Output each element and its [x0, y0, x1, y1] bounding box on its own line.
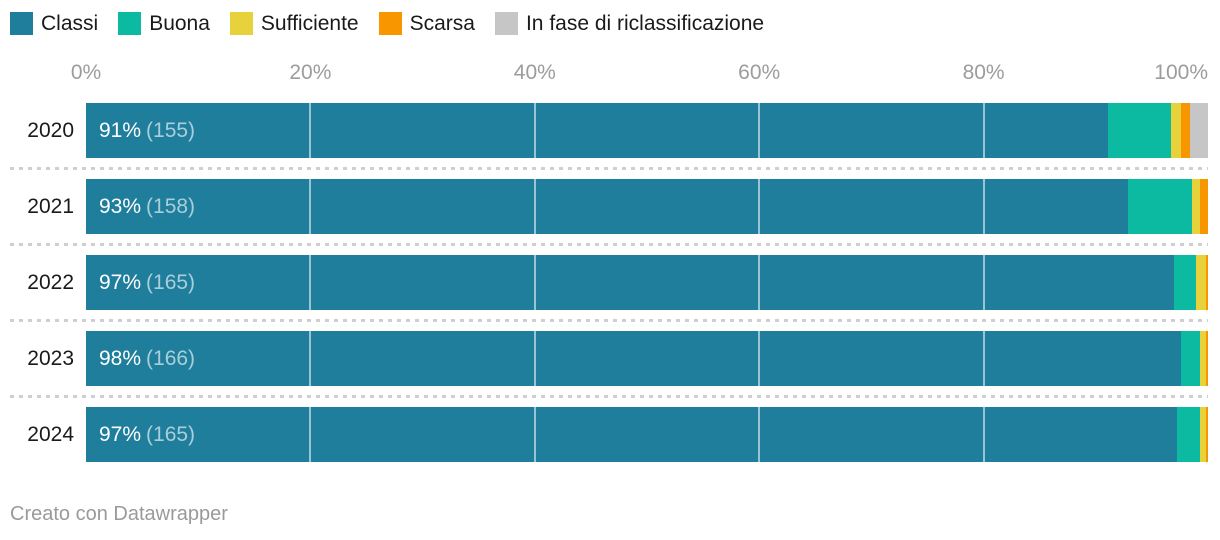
bar-segment-buona-2021[interactable]: [1128, 179, 1193, 234]
legend-item-classi: Classi: [10, 12, 98, 35]
legend-swatch-sufficiente: [229, 12, 253, 35]
legend-label: Scarsa: [409, 12, 475, 35]
bar-segment-buona-2022[interactable]: [1174, 255, 1196, 310]
bar-segment-scarsa-2024[interactable]: [1205, 407, 1208, 462]
bar-segment-scarsa-2023[interactable]: [1205, 331, 1208, 386]
legend-label: Buona: [149, 12, 210, 35]
bar-row-2023: 98% (166): [86, 331, 1208, 386]
bar-segment-classi-2022[interactable]: [86, 255, 1175, 310]
year-label-2022: 2022: [27, 271, 74, 294]
year-label-2024: 2024: [27, 423, 74, 446]
legend-swatch-in-fase-di-riclassificazione: [494, 12, 518, 35]
bar-segment-sufficiente-2020[interactable]: [1170, 103, 1182, 158]
bar-segment-scarsa-2022[interactable]: [1205, 255, 1208, 310]
bar-row-2024: 97% (165): [86, 407, 1208, 462]
bar-segment-buona-2024[interactable]: [1176, 407, 1201, 462]
axis-tick-20: 20%: [289, 61, 332, 84]
legend-item-in-fase-di-riclassificazione: In fase di riclassificazione: [494, 12, 765, 35]
bar-segment-scarsa-2020[interactable]: [1181, 103, 1191, 158]
bar-segment-classi-2021[interactable]: [86, 179, 1129, 234]
axis-tick-40: 40%: [513, 61, 556, 84]
axis-tick-80: 80%: [962, 61, 1005, 84]
legend-item-scarsa: Scarsa: [378, 12, 475, 35]
datawrapper-credit-link[interactable]: Creato con Datawrapper: [10, 503, 228, 525]
axis-tick-60: 60%: [738, 61, 781, 84]
axis-tick-0: 0%: [70, 61, 102, 84]
row-separator: [10, 243, 1208, 246]
bar-row-2021: 93% (158): [86, 179, 1208, 234]
bar-segment-buona-2020[interactable]: [1108, 103, 1171, 158]
legend-label: Sufficiente: [260, 12, 359, 35]
bar-segment-in-fase-di-riclassificazione-2020[interactable]: [1190, 103, 1208, 158]
year-label-2021: 2021: [27, 195, 74, 218]
legend-label: Classi: [41, 12, 99, 35]
bar-segment-sufficiente-2023[interactable]: [1200, 331, 1206, 386]
legend-item-sufficiente: Sufficiente: [229, 12, 359, 35]
bar-segment-sufficiente-2022[interactable]: [1195, 255, 1206, 310]
row-separator: [10, 167, 1208, 170]
row-separator: [10, 319, 1208, 322]
legend-item-buona: Buona: [118, 12, 210, 35]
bar-segment-classi-2020[interactable]: [86, 103, 1109, 158]
bar-segment-scarsa-2021[interactable]: [1200, 179, 1208, 234]
bar-segment-buona-2023[interactable]: [1181, 331, 1201, 386]
row-separator: [10, 395, 1208, 398]
legend-swatch-buona: [118, 12, 142, 35]
legend-swatch-scarsa: [378, 12, 402, 35]
bar-segment-classi-2024[interactable]: [86, 407, 1177, 462]
bar-row-2022: 97% (165): [86, 255, 1208, 310]
legend-label: In fase di riclassificazione: [525, 12, 765, 35]
bar-row-2020: 91% (155): [86, 103, 1208, 158]
year-label-2023: 2023: [27, 347, 74, 370]
legend-swatch-classi: [10, 12, 33, 35]
bar-segment-sufficiente-2021[interactable]: [1192, 179, 1201, 234]
bar-segment-classi-2023[interactable]: [86, 331, 1182, 386]
legend: Classi Buona Sufficiente Scarsa In fase di r…: [10, 12, 764, 35]
year-label-2020: 2020: [27, 119, 74, 142]
axis-tick-100: 100%: [1154, 61, 1208, 84]
bar-segment-sufficiente-2024[interactable]: [1200, 407, 1206, 462]
